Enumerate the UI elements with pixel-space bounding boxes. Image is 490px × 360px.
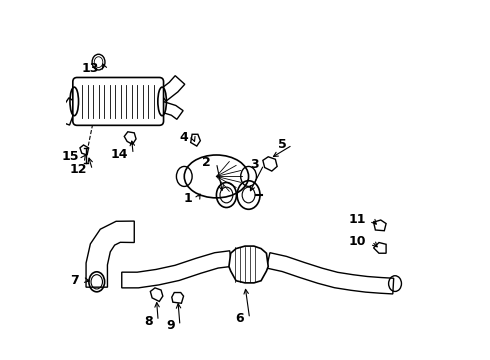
FancyBboxPatch shape bbox=[73, 77, 164, 125]
Polygon shape bbox=[373, 243, 386, 253]
PathPatch shape bbox=[57, 98, 79, 125]
Polygon shape bbox=[373, 220, 386, 231]
Text: 6: 6 bbox=[236, 312, 245, 325]
Text: 11: 11 bbox=[349, 213, 367, 226]
PathPatch shape bbox=[229, 246, 268, 283]
Text: 1: 1 bbox=[183, 192, 192, 205]
Text: 15: 15 bbox=[61, 150, 79, 163]
Polygon shape bbox=[191, 134, 200, 146]
Text: 2: 2 bbox=[202, 156, 211, 169]
Polygon shape bbox=[150, 288, 163, 301]
PathPatch shape bbox=[122, 251, 232, 288]
PathPatch shape bbox=[86, 221, 134, 287]
Polygon shape bbox=[172, 293, 184, 303]
Text: 8: 8 bbox=[144, 315, 153, 328]
Text: 4: 4 bbox=[179, 131, 188, 144]
Text: 14: 14 bbox=[110, 148, 128, 161]
Text: 9: 9 bbox=[166, 319, 174, 332]
Text: 7: 7 bbox=[70, 274, 79, 287]
PathPatch shape bbox=[158, 76, 185, 101]
Text: 12: 12 bbox=[70, 163, 87, 176]
Text: 13: 13 bbox=[82, 62, 99, 75]
Text: 10: 10 bbox=[349, 235, 367, 248]
Polygon shape bbox=[263, 157, 277, 171]
Ellipse shape bbox=[184, 155, 248, 198]
Text: 3: 3 bbox=[250, 158, 259, 171]
Polygon shape bbox=[124, 132, 136, 144]
Text: 5: 5 bbox=[278, 139, 287, 152]
Polygon shape bbox=[80, 145, 89, 155]
PathPatch shape bbox=[161, 102, 183, 119]
PathPatch shape bbox=[267, 253, 393, 294]
